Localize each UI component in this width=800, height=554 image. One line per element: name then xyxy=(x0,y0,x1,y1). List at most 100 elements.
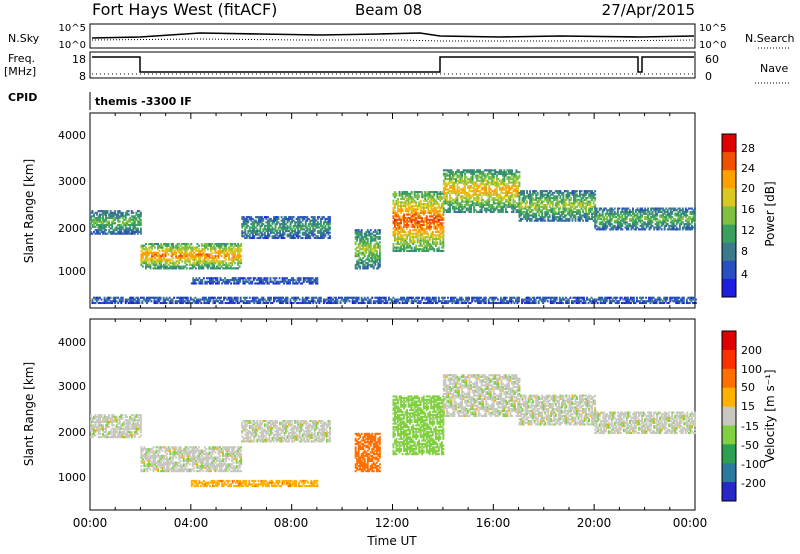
nave-label: Nave xyxy=(760,62,788,75)
data-cell xyxy=(437,234,440,237)
data-cell xyxy=(160,265,163,268)
data-cell xyxy=(356,263,359,266)
data-cell xyxy=(360,239,363,242)
data-cell xyxy=(178,251,181,254)
data-cell xyxy=(234,267,237,270)
data-cell xyxy=(440,225,443,228)
data-cell xyxy=(172,265,175,268)
data-cell xyxy=(431,218,434,221)
data-cell xyxy=(458,176,460,179)
data-cell xyxy=(118,220,121,223)
data-cell xyxy=(139,220,142,223)
data-cell xyxy=(211,258,214,261)
data-cell xyxy=(458,186,460,189)
data-cell xyxy=(208,243,211,246)
data-cell xyxy=(449,186,451,189)
data-cell xyxy=(372,246,375,249)
data-cell xyxy=(146,255,149,258)
data-cell xyxy=(462,181,465,184)
data-cell xyxy=(436,213,439,216)
data-cell xyxy=(431,243,434,246)
data-cell xyxy=(464,181,467,184)
data-cell xyxy=(90,220,92,223)
data-cell xyxy=(271,231,274,234)
data-cell xyxy=(434,215,437,218)
data-cell xyxy=(123,218,126,221)
data-cell xyxy=(368,255,371,258)
data-cell xyxy=(132,211,135,214)
data-cell xyxy=(306,216,309,219)
data-cell xyxy=(188,267,191,270)
data-cell xyxy=(365,234,368,237)
data-cell xyxy=(406,197,409,201)
data-cell xyxy=(450,184,453,188)
data-cell xyxy=(372,262,375,265)
data-cell xyxy=(181,251,184,254)
data-cell xyxy=(173,249,176,253)
data-cell xyxy=(459,188,462,191)
data-cell xyxy=(421,206,424,209)
data-cell xyxy=(439,218,442,221)
data-cell xyxy=(306,226,309,229)
data-cell xyxy=(442,237,445,240)
data-cell xyxy=(179,249,182,253)
data-cell xyxy=(363,260,366,263)
data-cell xyxy=(312,235,315,238)
data-cell xyxy=(232,251,235,254)
data-cell xyxy=(160,256,163,260)
data-cell xyxy=(234,258,237,261)
data-cell xyxy=(371,239,374,242)
data-cell xyxy=(444,178,447,181)
data-cell xyxy=(660,228,663,231)
data-cell xyxy=(138,220,141,223)
data-cell xyxy=(406,218,409,221)
data-cell xyxy=(242,223,245,226)
data-cell xyxy=(235,248,238,251)
data-cell xyxy=(467,204,470,207)
data-cell xyxy=(225,248,228,251)
data-cell xyxy=(307,223,310,226)
data-cell xyxy=(94,225,97,228)
data-cell xyxy=(424,244,427,247)
data-cell xyxy=(148,243,150,246)
data-cell xyxy=(416,239,419,242)
data-cell xyxy=(412,208,415,211)
data-cell xyxy=(421,227,424,230)
data-cell xyxy=(410,196,413,199)
data-cell xyxy=(316,224,319,227)
data-cell xyxy=(377,258,380,261)
data-cell xyxy=(434,201,437,204)
data-cell xyxy=(365,232,368,235)
nave-tick-low: 0 xyxy=(705,70,712,83)
data-cell xyxy=(194,262,197,265)
data-cell xyxy=(234,251,237,254)
data-cell xyxy=(310,230,313,233)
data-cell xyxy=(427,244,430,247)
data-cell xyxy=(178,267,181,270)
data-cell xyxy=(359,267,362,270)
data-cell xyxy=(461,195,464,198)
data-cell xyxy=(315,236,318,240)
data-cell xyxy=(292,219,295,222)
data-cell xyxy=(136,230,139,234)
data-cell xyxy=(392,248,395,251)
data-cell xyxy=(474,209,477,212)
data-cell xyxy=(234,248,237,251)
data-cell xyxy=(148,265,150,268)
data-cell xyxy=(285,223,288,226)
data-cell xyxy=(93,220,95,223)
data-cell xyxy=(407,203,410,206)
data-cell xyxy=(213,263,215,266)
data-cell xyxy=(529,190,532,193)
data-cell xyxy=(102,222,105,225)
data-cell xyxy=(406,241,409,244)
data-cell xyxy=(436,223,439,227)
data-cell xyxy=(433,192,436,195)
data-cell xyxy=(694,207,696,210)
data-cell xyxy=(427,191,430,194)
data-cell xyxy=(410,192,413,195)
data-cell xyxy=(133,225,136,228)
data-cell xyxy=(143,253,146,256)
data-cell xyxy=(133,218,136,221)
data-cell xyxy=(126,211,129,214)
